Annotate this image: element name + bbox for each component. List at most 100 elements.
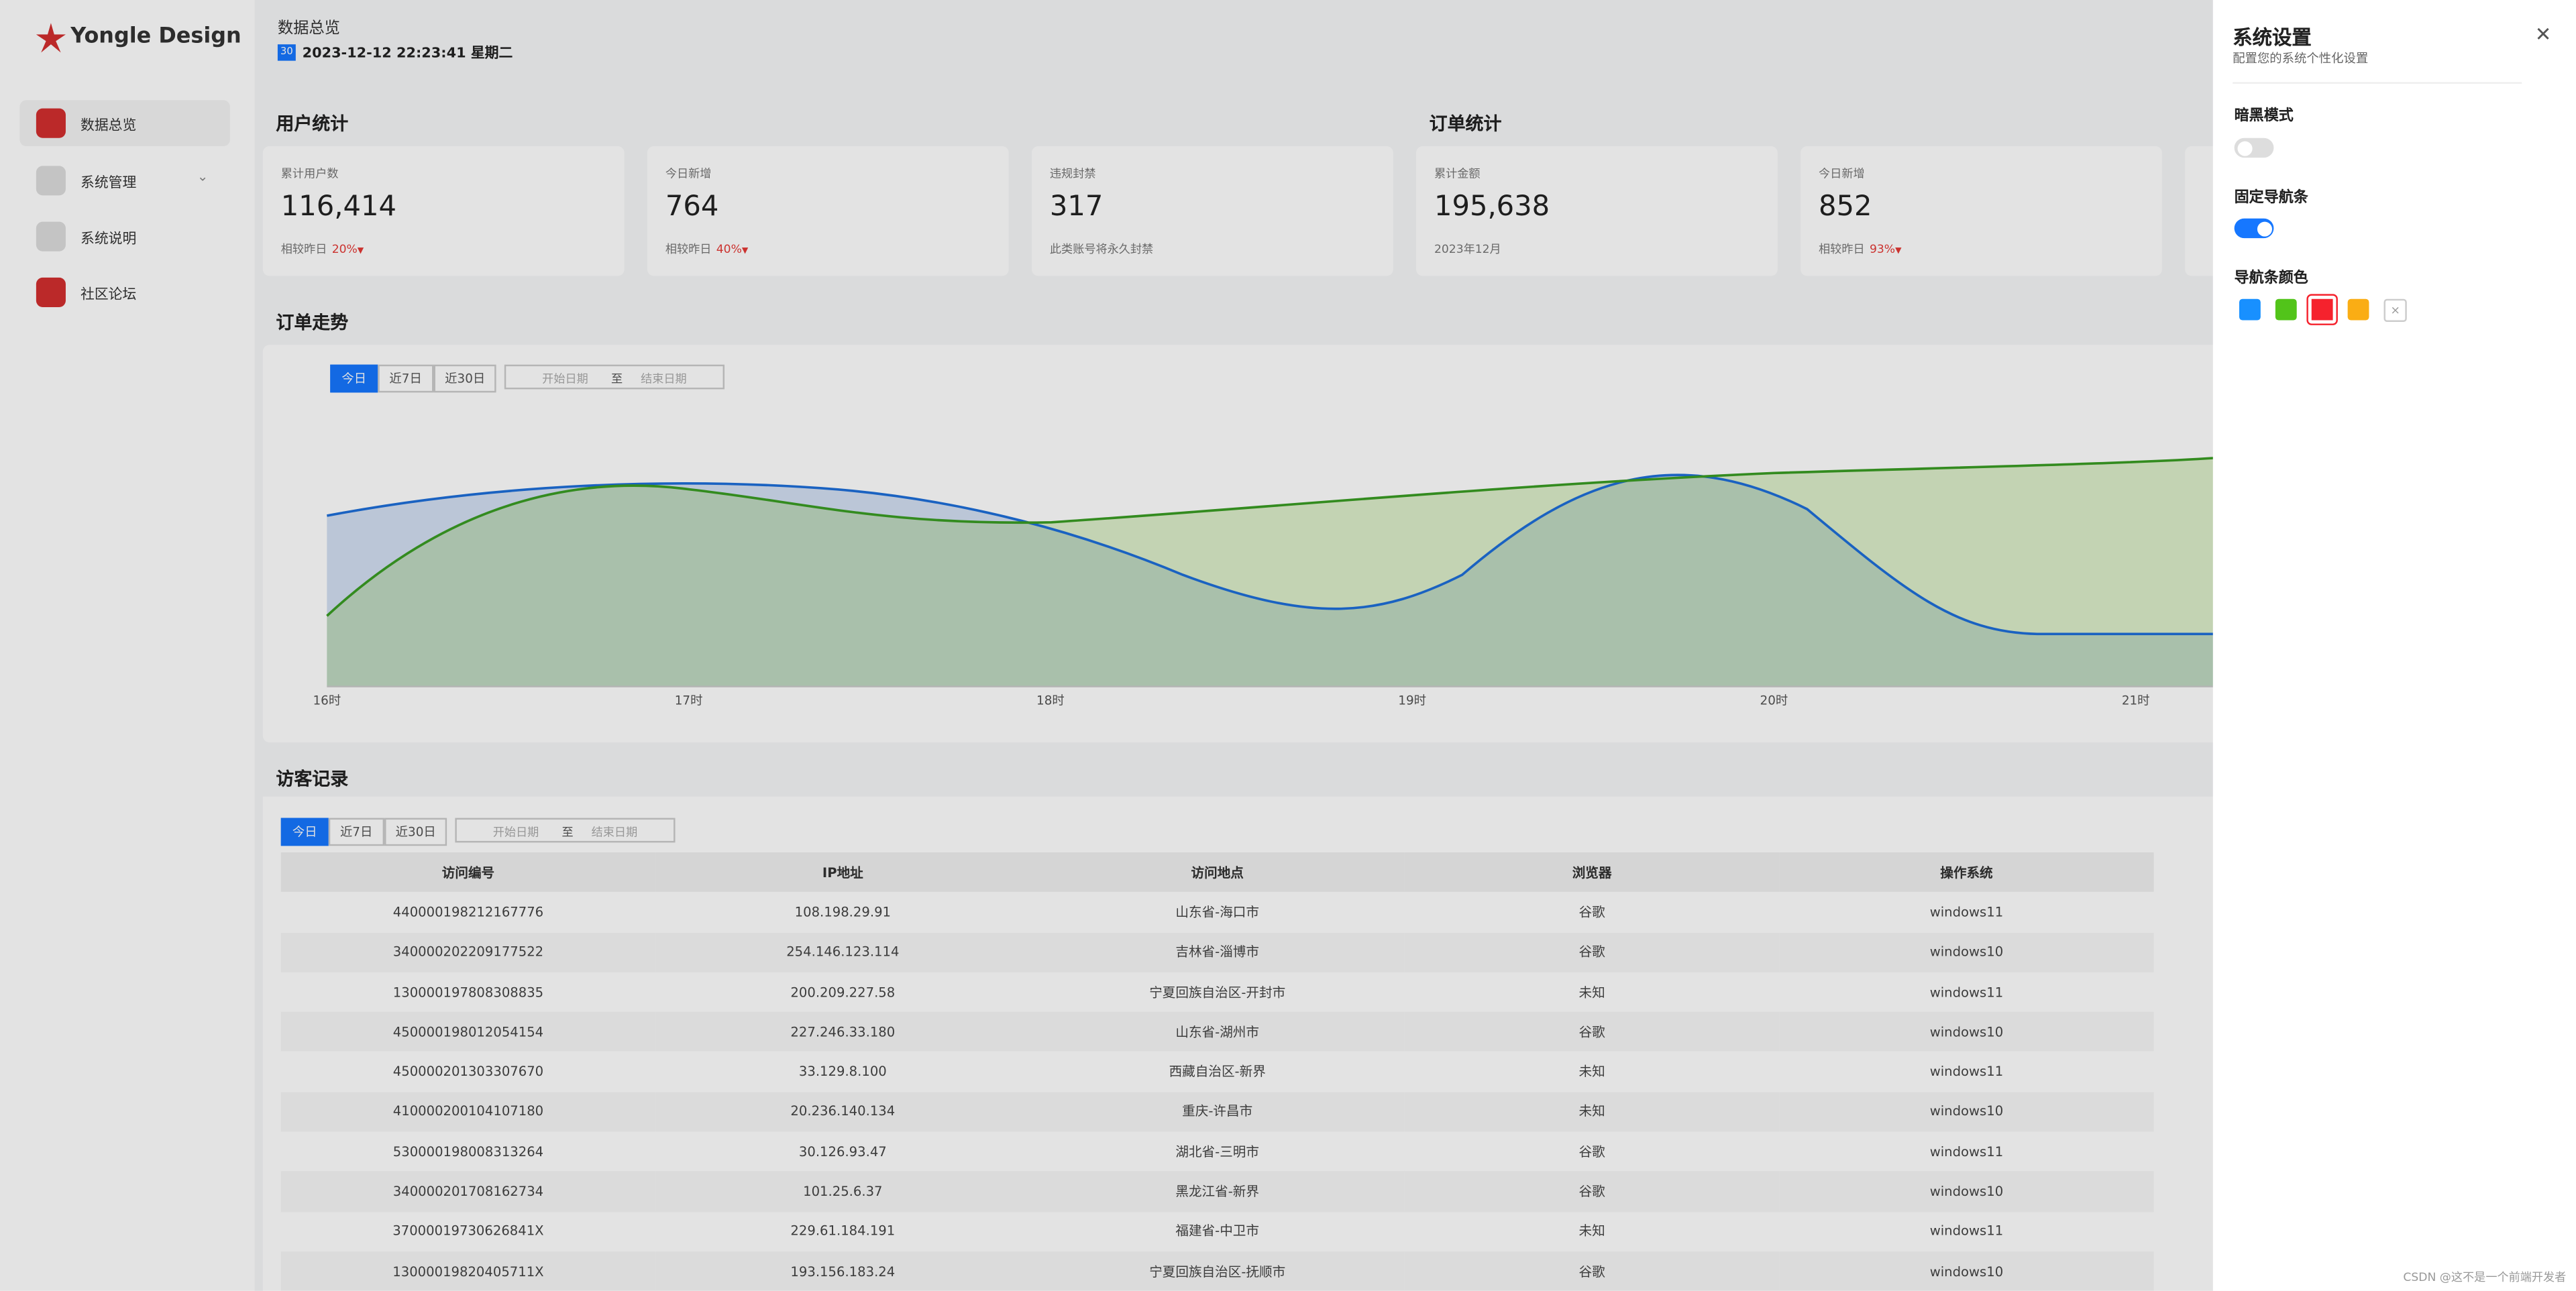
stat-card: 违规封禁 317 此类账号将永久封禁 [1031, 146, 1393, 276]
date-end: 结束日期 [591, 826, 638, 840]
x-label: 16时 [313, 694, 341, 708]
table-cell: 谷歌 [1578, 1144, 1605, 1160]
table-cell: windows10 [1779, 932, 2154, 972]
fixed-nav-switch[interactable] [2234, 218, 2274, 239]
card-note: 相较昨日 20%▼ [281, 241, 364, 258]
settings-drawer [2212, 0, 2576, 1291]
range-button[interactable]: 今日 [330, 364, 378, 393]
line-green [326, 455, 2235, 617]
sidebar [0, 0, 255, 1291]
card-label: 今日新增 [665, 167, 712, 181]
dark-mode-switch[interactable] [2234, 137, 2274, 158]
date-picker[interactable]: 开始日期 至 结束日期 [455, 818, 676, 843]
color-swatch[interactable]: × [2383, 298, 2407, 323]
table-cell: windows11 [1929, 1064, 2004, 1080]
table-row: 130000197808308835 200.209.227.58 宁夏回族自治区-… [281, 972, 2154, 1013]
note-text: 相较昨日 [1819, 243, 1865, 257]
table-cell: 193.156.183.24 [655, 1251, 1030, 1291]
color-swatch[interactable] [2239, 298, 2261, 321]
table-cell: 101.25.6.37 [655, 1172, 1030, 1212]
section-title: 访客记录 [276, 769, 349, 790]
trend-chart: 16时 17时 18时 19时 20时 21时 [313, 455, 2235, 708]
table-cell: windows11 [1929, 1144, 2004, 1160]
area-green [327, 456, 2235, 687]
table-cell: 谷歌 [1578, 905, 1605, 920]
table-row: 450000198012054154 227.246.33.180 山东省-湖州市谷… [280, 1012, 2154, 1052]
stat-card: 今日新增 764 相较昨日 40%▼ [647, 146, 1009, 276]
setting-label: 暗黑模式 [2234, 108, 2294, 125]
card-note: 相较昨日 93%▼ [1819, 241, 1901, 258]
column-header: 操作系统 [1779, 852, 2154, 893]
card-label: 累计用户数 [280, 167, 339, 181]
card-label: 违规封禁 [1049, 167, 1096, 181]
down-arrow: ▼ [741, 246, 749, 257]
table-row: 410000200104107180 20.236.140.134 重庆-许昌市 未知… [280, 1092, 2154, 1132]
range-button[interactable]: 今日 [280, 818, 329, 846]
x-label: 18时 [1036, 694, 1065, 708]
table-cell: 450000198012054154 [280, 1012, 656, 1052]
table-cell: 宁夏回族自治区-开封市 [1149, 985, 1286, 1000]
close-button[interactable]: ✕ [2534, 23, 2552, 46]
range-button[interactable]: 近30日 [384, 818, 447, 846]
menu-label: 社区论坛 [80, 287, 137, 304]
date-picker[interactable]: 开始日期 至 结束日期 [504, 364, 725, 390]
divider [2233, 82, 2522, 84]
table-cell: 谷歌 [1404, 932, 1780, 972]
color-swatch[interactable] [2306, 294, 2338, 325]
menu-label: 系统管理 [80, 176, 137, 192]
table-row: 340000202209177522 254.146.123.114 吉林省-淄博市… [280, 932, 2154, 972]
table-cell: 130000197808308835 [392, 985, 544, 1000]
table-cell: 未知 [1404, 1092, 1780, 1132]
table-cell: windows10 [1779, 1092, 2154, 1132]
section-title: 订单统计 [1429, 113, 1502, 135]
change: 93% [1869, 243, 1896, 257]
section-title: 用户统计 [276, 113, 349, 135]
visitor-table: 访问编号 IP地址 访问地点 浏览器 操作系统 440000198212167776 108… [280, 852, 2154, 1291]
menu-item[interactable]: 系统说明 [19, 213, 229, 260]
range-button[interactable]: 近30日 [433, 364, 497, 393]
table-cell: 吉林省-淄博市 [1030, 932, 1405, 972]
date-start: 开始日期 [492, 826, 539, 840]
area-blue [327, 475, 2235, 687]
column-header: 浏览器 [1404, 852, 1780, 893]
range-button[interactable]: 近7日 [378, 364, 434, 393]
menu-item[interactable]: 数据总览 [19, 100, 230, 146]
x-label: 17时 [675, 694, 703, 708]
menu-item[interactable]: 社区论坛 [19, 270, 229, 316]
line-blue [327, 473, 2235, 636]
table-cell: 30.126.93.47 [798, 1144, 887, 1160]
range-buttons: 今日 近7日 近30日 [330, 364, 497, 393]
card-value: 764 [665, 190, 719, 224]
table-row: 37000019730626841X 229.61.184.191 福建省-中卫市 未… [281, 1212, 2154, 1252]
table-cell: 重庆-许昌市 [1030, 1092, 1405, 1132]
card-label: 累计金额 [1434, 167, 1481, 181]
color-swatch[interactable] [2347, 298, 2369, 321]
menu-label: 数据总览 [80, 118, 137, 135]
color-swatch[interactable] [2275, 298, 2297, 321]
logo-text: Yongle Design [70, 24, 241, 50]
table-cell: windows11 [1929, 905, 2004, 920]
card-value: 852 [1819, 190, 1872, 224]
change: 20% [331, 243, 358, 257]
card-value: 195,638 [1434, 190, 1550, 224]
date-separator: 至 [561, 826, 574, 840]
card-label: 今日新增 [1819, 167, 1865, 181]
table-cell: windows10 [1779, 1251, 2154, 1291]
menu-item[interactable]: 系统管理 ⌄ [19, 158, 229, 204]
table-cell: 未知 [1578, 985, 1605, 1000]
table-cell: windows10 [1779, 1012, 2154, 1052]
table-cell: 200.209.227.58 [790, 985, 896, 1000]
table-cell: 谷歌 [1404, 1172, 1780, 1212]
page-title: 数据总览 [277, 19, 340, 38]
x-label: 20时 [1760, 694, 1788, 708]
table-cell: 黑龙江省-新界 [1030, 1172, 1405, 1212]
card-note: 此类账号将永久封禁 [1050, 241, 1153, 258]
table-cell: windows11 [1929, 985, 2004, 1000]
range-button[interactable]: 近7日 [328, 818, 384, 846]
table-cell: 福建省-中卫市 [1175, 1224, 1260, 1239]
table-cell: 湖北省-三明市 [1175, 1144, 1260, 1160]
setting-label: 固定导航条 [2234, 190, 2308, 207]
table-cell: 谷歌 [1404, 1012, 1780, 1052]
